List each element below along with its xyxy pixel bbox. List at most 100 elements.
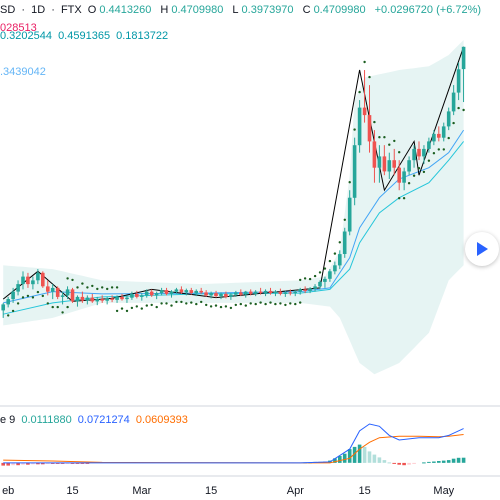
candle-body	[55, 287, 60, 297]
macd-histogram-bar	[392, 462, 396, 464]
macd-histogram-bar	[372, 454, 377, 463]
psar-dot	[16, 302, 20, 305]
psar-dot	[239, 302, 242, 306]
x-tick-label: eb	[2, 485, 14, 497]
ohlc-open: O 0.4413260	[88, 4, 155, 16]
bb-lower-value: 0.1813722	[116, 30, 169, 42]
candle-body	[229, 294, 233, 297]
interval-label[interactable]: 1D	[31, 4, 46, 16]
close-label: C	[302, 4, 311, 16]
candle-body	[313, 286, 317, 289]
psar-dot	[145, 304, 148, 307]
psar-dot	[135, 305, 138, 308]
candle-body	[95, 299, 100, 302]
ema-legend[interactable]: .3439042	[0, 66, 49, 78]
psar-dot	[289, 302, 292, 305]
symbol-name[interactable]: SD	[0, 4, 16, 16]
macd-histogram-bar	[342, 453, 347, 463]
macd-signal-line	[3, 434, 464, 464]
candle-body	[417, 148, 421, 157]
candle-body	[278, 291, 283, 294]
candle-body	[357, 107, 362, 146]
x-tick-label: Mar	[132, 485, 151, 497]
psar-dot	[259, 301, 262, 304]
psar-dot	[318, 271, 322, 274]
bollinger-legend[interactable]: 0.3202544 0.4591365 0.1813722	[0, 30, 171, 42]
separator: ·	[51, 4, 55, 16]
candle-body	[258, 291, 263, 294]
candle-body	[342, 231, 347, 254]
candle-body	[80, 296, 85, 301]
symbol-legend: SD · 1D · FTX O 0.4413260 H 0.4709980 L 0.3…	[0, 4, 484, 34]
candle-body	[189, 290, 194, 294]
x-tick-label: Apr	[287, 485, 304, 497]
macd-histogram-bar	[357, 444, 362, 463]
candle-body	[456, 69, 461, 93]
candle-body	[120, 296, 124, 300]
psar-dot	[407, 182, 411, 185]
candle-body	[437, 133, 441, 138]
bb-upper-value: 0.4591365	[58, 30, 111, 42]
candle-body	[412, 148, 416, 161]
candle-body	[446, 111, 451, 127]
candle-body	[333, 265, 337, 272]
psar-dot	[264, 302, 267, 306]
candle-body	[273, 291, 278, 294]
candle-body	[11, 291, 15, 300]
psar-dot	[368, 75, 371, 79]
macd-line-value: 0.0721274	[77, 414, 130, 426]
candle-body	[253, 291, 258, 294]
psar-dot	[91, 284, 94, 288]
candle-body	[90, 297, 95, 302]
candle-body	[392, 160, 396, 168]
psar-dot	[150, 303, 153, 307]
macd-histogram-bar	[36, 462, 40, 465]
macd-legend[interactable]: e 9 0.0111880 0.0721274 0.0609393	[0, 414, 191, 426]
macd-histogram-bar	[377, 457, 382, 463]
candle-body	[164, 290, 169, 294]
macd-line	[3, 423, 464, 464]
psar-dot	[269, 301, 272, 304]
macd-pane	[1, 423, 466, 466]
low-value: 0.3973970	[241, 4, 294, 16]
candle-body	[303, 289, 307, 291]
candle-body	[239, 292, 243, 295]
band-fill	[3, 40, 464, 375]
bb-basis-value: 0.3202544	[0, 30, 52, 42]
candle-body	[174, 289, 179, 292]
psar-dot	[66, 277, 69, 280]
psar-dot	[155, 305, 158, 309]
candle-body	[387, 160, 392, 172]
macd-histogram-bar	[31, 462, 35, 465]
candle-body	[219, 293, 223, 297]
psar-dot	[41, 294, 44, 298]
scroll-to-realtime-button[interactable]	[465, 232, 499, 266]
macd-histogram-bar	[422, 462, 426, 464]
candle-body	[144, 291, 149, 296]
psar-dot	[299, 278, 302, 282]
bb-basis-line	[3, 129, 465, 304]
candle-body	[367, 115, 372, 142]
psar-dot	[294, 302, 297, 306]
psar-dot	[313, 274, 317, 278]
candle-body	[204, 292, 208, 296]
open-value: 0.4413260	[99, 4, 152, 16]
candle-body	[224, 293, 228, 297]
psar-dot	[11, 309, 15, 313]
candle-body	[298, 289, 302, 292]
macd-histogram-bar	[1, 462, 5, 466]
macd-histogram-bar	[333, 458, 337, 463]
candle-body	[184, 290, 189, 293]
play-icon	[477, 242, 488, 256]
candle-body	[397, 167, 401, 183]
psar-dot	[279, 302, 282, 305]
candle-body	[125, 297, 129, 300]
candle-body	[199, 290, 203, 293]
psar-dot	[185, 302, 188, 305]
psar-dot	[398, 151, 401, 154]
psar-dot	[422, 170, 426, 174]
candle-body	[318, 281, 322, 287]
psar-dot	[101, 286, 104, 289]
psar-dot	[180, 300, 183, 304]
